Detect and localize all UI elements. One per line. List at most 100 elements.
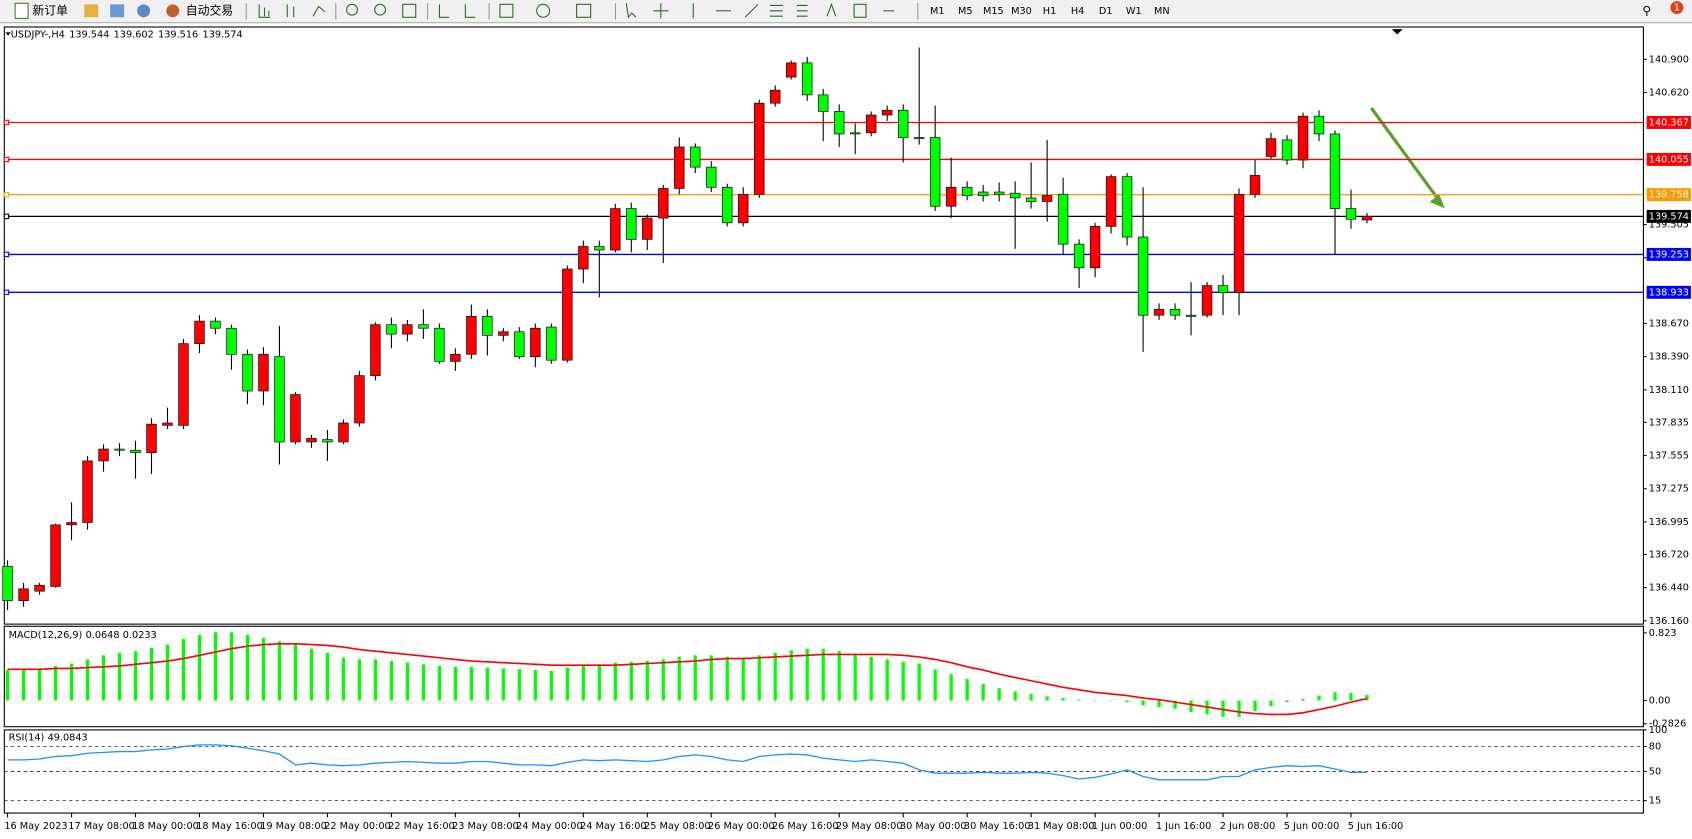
candle-body [1009, 192, 1021, 199]
level-label-box [1646, 247, 1691, 261]
new-order-button[interactable]: 新订单 [32, 3, 68, 17]
macd-bar [117, 652, 122, 701]
macd-bar [181, 638, 186, 701]
macd-bar [1237, 700, 1241, 717]
y-tick-label: 139.505 [1649, 220, 1689, 231]
chart-tools[interactable] [258, 2, 895, 19]
tool-icon[interactable] [110, 4, 125, 18]
candle-body [1329, 133, 1341, 209]
level-label-box [1646, 285, 1691, 299]
candle-body [530, 327, 541, 357]
macd-bar [901, 661, 905, 701]
x-tick-label: 22 May 00:00 [324, 821, 391, 832]
new-order-icon[interactable] [14, 2, 29, 19]
candle-body [434, 327, 445, 362]
candle-body [1345, 208, 1357, 220]
y-tick-label: 137.275 [1649, 484, 1689, 495]
y-tick-label: 138.390 [1649, 352, 1689, 363]
candle-body [226, 327, 237, 355]
timeframe-button[interactable]: W1 [1126, 6, 1142, 17]
macd-bar [197, 634, 202, 701]
timeframe-button[interactable]: H1 [1043, 6, 1056, 17]
macd-bar [997, 688, 1001, 701]
level-label: 139.253 [1649, 249, 1689, 260]
candle-body [610, 208, 621, 251]
candle-body [1057, 194, 1069, 245]
candle-body [562, 268, 573, 361]
timeframe-button[interactable]: D1 [1099, 6, 1113, 17]
candle-body [658, 188, 669, 219]
macd-bar [213, 632, 218, 701]
macd-bar [517, 669, 521, 701]
candle-body [338, 422, 349, 443]
timeframe-button[interactable]: M1 [930, 6, 945, 17]
macd-bar [965, 679, 969, 701]
timeframe-button[interactable]: H4 [1071, 6, 1084, 17]
tool-icon[interactable] [137, 4, 151, 18]
y-tick-label: 136.720 [1649, 549, 1689, 560]
x-tick-label: 16 May 2023 [4, 821, 67, 832]
candle-body [1233, 194, 1245, 294]
auto-trading-icon[interactable] [166, 4, 180, 18]
candle-body [977, 191, 989, 196]
macd-bar [325, 652, 330, 701]
x-tick-label: 18 May 16:00 [196, 821, 263, 832]
macd-bar [261, 638, 266, 701]
macd-bar [1045, 696, 1049, 701]
candle-body [178, 343, 189, 426]
tool-icon[interactable] [84, 4, 99, 18]
timeframe-button[interactable]: MN [1154, 6, 1170, 17]
macd-bar [405, 662, 410, 701]
candle-body [626, 208, 637, 240]
macd-bar [1253, 700, 1257, 712]
macd-bar [709, 655, 713, 701]
timeframe-button[interactable]: M5 [958, 6, 973, 17]
macd-bar [133, 651, 138, 701]
x-tick-label: 26 May 16:00 [772, 821, 839, 832]
candle-body [578, 246, 589, 270]
macd-bar [1141, 700, 1145, 706]
candle-body [482, 316, 493, 336]
candle-body [882, 109, 893, 116]
y-tick-label: 140.900 [1649, 54, 1689, 65]
y-tick-label: 15 [1649, 796, 1661, 807]
y-tick-label: 136.160 [1649, 616, 1689, 627]
timeframe-button[interactable]: M30 [1011, 6, 1032, 17]
candle-body [130, 449, 141, 453]
macd-bar [389, 661, 394, 701]
y-tick-label: 100 [1649, 725, 1668, 736]
macd-bar [837, 651, 841, 701]
search-icon[interactable]: ⚲ [1642, 3, 1651, 17]
macd-bar [885, 659, 889, 701]
candle-body [450, 353, 461, 362]
macd-bar [1349, 693, 1353, 701]
ohlc-value: 139.544 [69, 30, 109, 41]
candle-body [642, 217, 653, 240]
y-tick-label: 136.440 [1649, 583, 1689, 594]
candle-body [818, 94, 829, 112]
macd-title: MACD(12,26,9) [9, 630, 83, 641]
candle-body [1105, 176, 1117, 227]
macd-bar [21, 669, 26, 701]
notification-badge[interactable] [1670, 1, 1684, 15]
rsi-header: RSI(14) 49.0843 [9, 732, 88, 743]
candle-body [546, 326, 557, 361]
x-tick-label: 19 May 08:00 [260, 821, 327, 832]
x-tick-label: 1 Jun 16:00 [1156, 821, 1211, 832]
toolbar-separators [245, 3, 919, 20]
candle-body [1137, 236, 1149, 316]
candle-body [722, 186, 733, 224]
candle-body [913, 137, 925, 140]
candle-body [306, 438, 317, 443]
macd-bar [645, 661, 649, 701]
macd-bar [565, 667, 569, 701]
candle-body [114, 448, 125, 451]
timeframe-button[interactable]: M15 [983, 6, 1004, 17]
auto-trading-button[interactable]: 自动交易 [186, 3, 233, 17]
macd-bar [101, 655, 106, 701]
candle-body [242, 353, 253, 392]
candle-body [34, 584, 45, 592]
level-handle [3, 156, 10, 163]
price-header: USDJPY-,H4 139.544 139.602 139.516 139.574 [11, 30, 243, 41]
candle-body [898, 109, 909, 138]
